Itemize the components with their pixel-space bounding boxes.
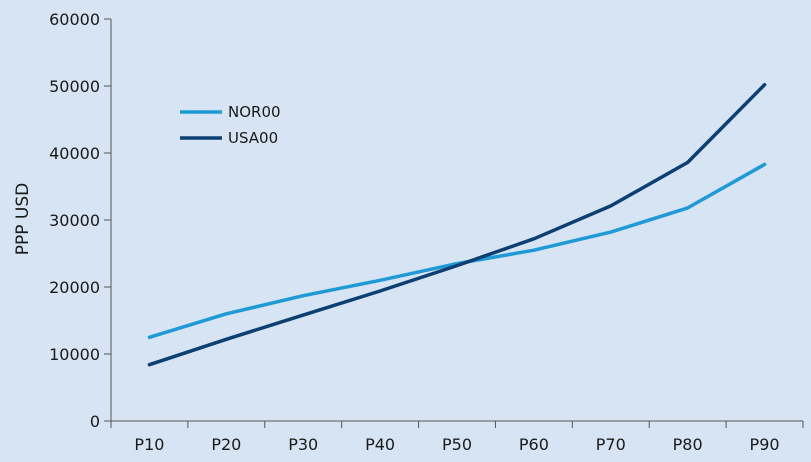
- y-tick-label: 50000: [49, 77, 100, 96]
- x-tick-label: P40: [365, 435, 395, 454]
- x-tick-label: P20: [211, 435, 241, 454]
- x-tick-label: P50: [442, 435, 472, 454]
- y-tick-label: 10000: [49, 345, 100, 364]
- legend-label-usa00: USA00: [228, 129, 278, 147]
- x-tick-label: P70: [596, 435, 626, 454]
- y-tick-label: 40000: [49, 144, 100, 163]
- series-line-nor00: [149, 164, 764, 337]
- x-tick-label: P60: [519, 435, 549, 454]
- x-tick-label: P80: [673, 435, 703, 454]
- x-tick-label: P10: [134, 435, 164, 454]
- x-tick-label: P30: [288, 435, 318, 454]
- y-tick-label: 20000: [49, 278, 100, 297]
- x-axis: P10 P20 P30 P40 P50 P60 P70 P80 P90: [111, 421, 803, 454]
- series-line-usa00: [149, 85, 764, 365]
- y-tick-label: 60000: [49, 10, 100, 29]
- x-tick-label: P90: [750, 435, 780, 454]
- y-axis: 0 10000 20000 30000 40000 50000 60000: [49, 10, 111, 431]
- legend-label-nor00: NOR00: [228, 103, 281, 121]
- series-layer: [149, 85, 764, 365]
- y-axis-title: PPP USD: [13, 183, 33, 255]
- y-tick-label: 30000: [49, 211, 100, 230]
- legend: NOR00 USA00: [180, 103, 281, 147]
- y-tick-label: 0: [90, 412, 100, 431]
